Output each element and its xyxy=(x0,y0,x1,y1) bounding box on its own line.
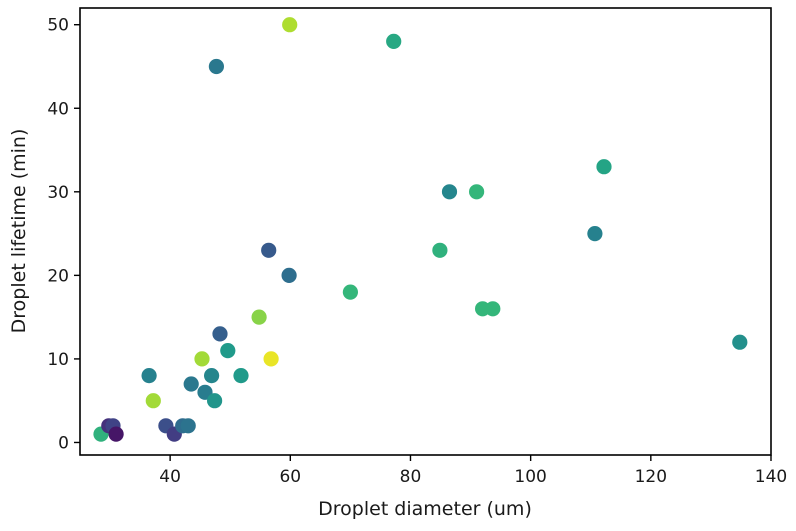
y-tick-label: 0 xyxy=(58,433,69,453)
ticks-layer: 40 60 80 100 120 140 0 10 20 30 40 50 xyxy=(47,16,787,487)
data-point xyxy=(212,326,228,342)
data-point xyxy=(441,184,458,200)
x-tick-label: 120 xyxy=(635,467,667,487)
data-point xyxy=(732,334,748,350)
data-point xyxy=(282,17,298,33)
data-point xyxy=(207,393,223,409)
x-tick-label: 100 xyxy=(514,467,546,487)
data-point xyxy=(194,351,210,367)
data-point xyxy=(386,33,402,50)
y-tick-label: 50 xyxy=(47,16,69,36)
x-tick-label: 60 xyxy=(279,467,301,487)
data-point xyxy=(108,426,124,442)
y-tick-label: 30 xyxy=(47,183,69,203)
x-tick-label: 80 xyxy=(400,467,422,487)
data-point xyxy=(342,284,358,300)
data-point xyxy=(180,418,196,434)
y-axis-label: Droplet lifetime (min) xyxy=(8,129,30,334)
data-point xyxy=(261,242,277,258)
data-point xyxy=(469,184,485,200)
data-point xyxy=(141,368,157,384)
data-point xyxy=(145,393,161,409)
x-axis-label: Droplet diameter (um) xyxy=(318,498,532,520)
data-point xyxy=(251,309,267,325)
data-point xyxy=(183,376,199,392)
data-point xyxy=(263,351,279,367)
points-layer xyxy=(93,17,748,442)
data-point xyxy=(233,368,249,384)
data-point xyxy=(432,242,448,258)
plot-frame xyxy=(79,7,772,456)
data-point xyxy=(485,301,501,317)
x-tick-label: 40 xyxy=(159,467,181,487)
y-tick-label: 10 xyxy=(47,350,69,370)
data-point xyxy=(204,368,220,384)
data-point xyxy=(281,267,297,283)
data-point xyxy=(587,226,603,242)
data-point xyxy=(220,343,236,359)
data-point xyxy=(208,58,224,75)
x-tick-label: 140 xyxy=(755,467,787,487)
y-tick-label: 20 xyxy=(47,266,69,286)
y-tick-label: 40 xyxy=(47,99,69,119)
data-point xyxy=(596,159,612,175)
